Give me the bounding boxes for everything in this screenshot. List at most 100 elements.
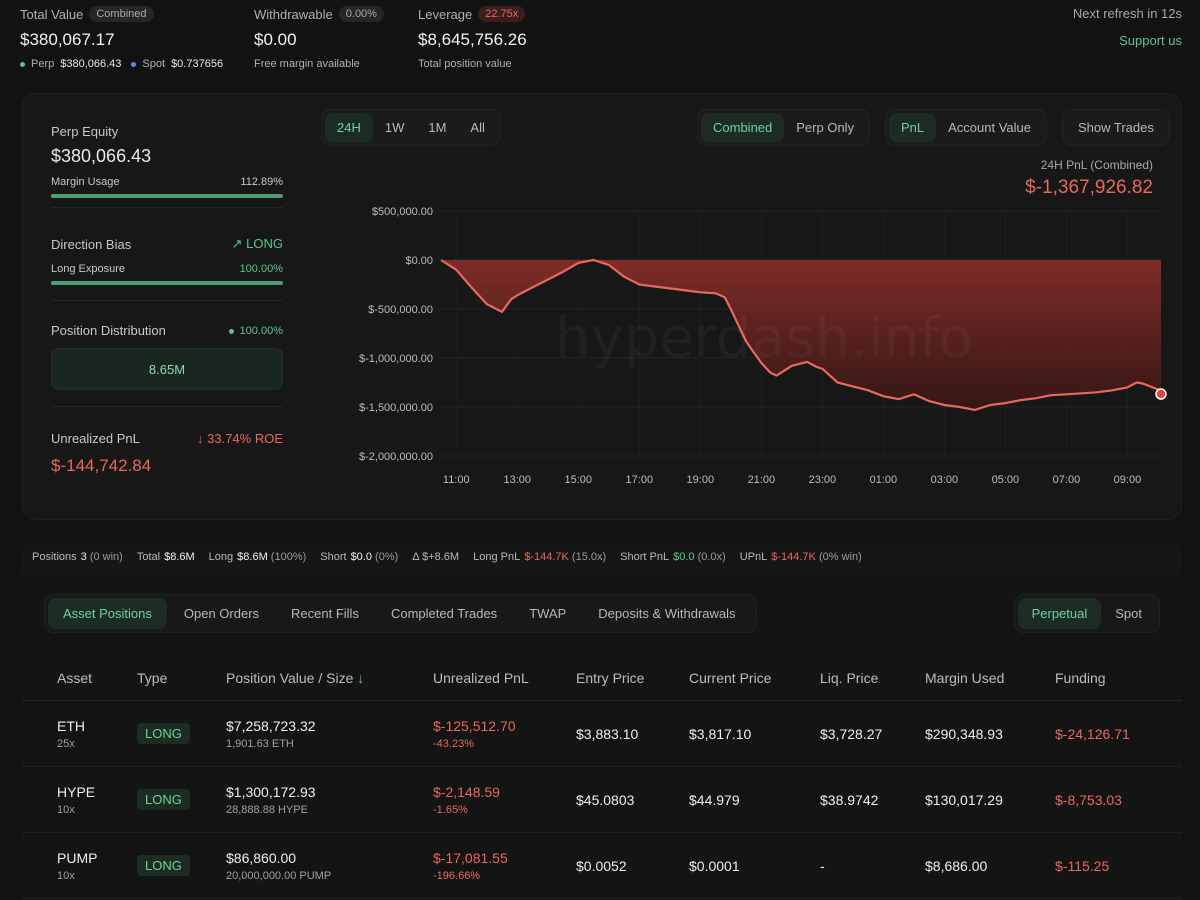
col-position-value[interactable]: Position Value / Size ↓	[226, 656, 433, 701]
long-pnl-note: (15.0x)	[571, 551, 607, 563]
position-type-badge: LONG	[137, 723, 190, 744]
upnl-roe: 33.74% ROE	[207, 431, 283, 446]
asset-leverage: 25x	[57, 737, 75, 750]
positions-note: (0 win)	[89, 551, 123, 563]
range-1m[interactable]: 1M	[428, 120, 447, 135]
position-value: $86,860.00	[226, 849, 297, 866]
metric-account-value[interactable]: Account Value	[948, 120, 1032, 135]
distribution-dot-icon	[228, 328, 234, 334]
short-pnl-note: (0.0x)	[697, 551, 726, 563]
upnl-strip-label: UPnL	[739, 551, 768, 563]
tab-spot[interactable]: Spot	[1115, 606, 1142, 621]
y-tick-label: $500,000.00	[372, 206, 433, 218]
x-tick-label: 19:00	[687, 474, 715, 486]
table-row[interactable]: PUMP 10x LONG $86,860.00 20,000,000.00 PUM…	[22, 832, 1182, 899]
asset-leverage: 10x	[57, 803, 75, 816]
distribution-value: 100.00%	[239, 324, 283, 337]
pnl-area-chart[interactable]: $500,000.00 $0.00 $-500,000.00 $-1,000,000.…	[323, 194, 1173, 499]
table-row[interactable]: HYPE 10x LONG $1,300,172.93 28,888.88 HYPE…	[22, 766, 1182, 833]
tab-deposits-withdrawals[interactable]: Deposits & Withdrawals	[598, 606, 736, 621]
col-liq-price[interactable]: Liq. Price	[820, 656, 925, 701]
col-entry-price[interactable]: Entry Price	[576, 656, 689, 701]
position-size: 1,901.63 ETH	[226, 737, 294, 750]
show-trades-button[interactable]: Show Trades	[1078, 120, 1154, 135]
margin-used: $130,017.29	[925, 766, 1055, 833]
long-value: $8.6M	[237, 551, 268, 563]
entry-price: $3,883.10	[576, 700, 689, 767]
x-tick-label: 21:00	[748, 474, 776, 486]
asset-name: HYPE	[57, 783, 96, 800]
range-all[interactable]: All	[470, 120, 485, 135]
liq-price: -	[820, 832, 925, 899]
col-unrealized-pnl[interactable]: Unrealized PnL	[433, 656, 576, 701]
total-label: Total	[136, 551, 161, 563]
support-link[interactable]: Support us	[1119, 33, 1182, 48]
range-24h[interactable]: 24H	[325, 113, 373, 142]
tab-asset-positions[interactable]: Asset Positions	[48, 598, 167, 629]
tab-open-orders[interactable]: Open Orders	[183, 606, 260, 621]
tab-perpetual[interactable]: Perpetual	[1017, 598, 1102, 629]
summary-header: Total Value Combined $380,067.17 Perp $38…	[0, 0, 1200, 80]
x-tick-label: 23:00	[809, 474, 837, 486]
funding: $-8,753.03	[1055, 766, 1182, 833]
table-row[interactable]: ETH 25x LONG $7,258,723.32 1,901.63 ETH $-…	[22, 700, 1182, 767]
entry-price: $45.0803	[576, 766, 689, 833]
col-asset[interactable]: Asset	[22, 656, 137, 701]
distribution-label: Position Distribution	[51, 323, 166, 338]
col-current-price[interactable]: Current Price	[689, 656, 820, 701]
unrealized-pnl: $-125,512.70	[433, 717, 516, 734]
perp-value: $380,066.43	[60, 58, 122, 70]
metric-selector: PnL Account Value	[885, 109, 1048, 146]
long-exposure-bar	[51, 281, 283, 285]
position-value: $7,258,723.32	[226, 717, 316, 734]
mode-selector: Combined Perp Only	[697, 109, 871, 146]
tab-recent-fills[interactable]: Recent Fills	[291, 606, 359, 621]
x-tick-label: 13:00	[504, 474, 532, 486]
long-exposure-fill	[51, 281, 283, 285]
sort-down-icon: ↓	[357, 670, 365, 686]
mode-combined[interactable]: Combined	[701, 113, 785, 142]
market-type-tabs: Perpetual Spot	[1013, 594, 1160, 633]
positions-panel: Asset Positions Open Orders Recent Fills…	[22, 571, 1182, 900]
unrealized-pnl: $-2,148.59	[433, 783, 500, 800]
x-tick-label: 11:00	[443, 474, 470, 486]
short-note: (0%)	[375, 551, 399, 563]
show-trades-toggle: Show Trades	[1062, 109, 1170, 146]
margin-usage-label: Margin Usage	[51, 176, 120, 188]
leverage-badge: 22.75x	[478, 6, 526, 22]
distribution-bar-eth[interactable]: 8.65M	[51, 348, 283, 390]
direction-value: LONG	[246, 236, 283, 251]
col-margin-used[interactable]: Margin Used	[925, 656, 1055, 701]
tab-twap[interactable]: TWAP	[529, 606, 567, 621]
unrealized-pnl-pct: -196.66%	[433, 869, 481, 882]
arrow-down-icon: ↓	[197, 431, 204, 446]
col-type[interactable]: Type	[137, 656, 226, 701]
tab-completed-trades[interactable]: Completed Trades	[390, 606, 498, 621]
perp-label: Perp	[31, 58, 55, 70]
delta-value: $+8.6M	[422, 551, 460, 563]
funding: $-115.25	[1055, 832, 1182, 899]
pnl-latest-point	[1155, 388, 1167, 400]
liq-price: $3,728.27	[820, 700, 925, 767]
combined-badge[interactable]: Combined	[89, 6, 154, 22]
position-value: $1,300,172.93	[226, 783, 316, 800]
x-tick-label: 07:00	[1053, 474, 1081, 486]
chart-header: 24H PnL (Combined) $-1,367,926.82	[1025, 158, 1153, 199]
refresh-area: Next refresh in 12s Support us	[1073, 6, 1182, 48]
y-tick-label: $-500,000.00	[368, 304, 433, 316]
long-exposure-value: 100.00%	[239, 263, 283, 275]
long-pnl-value: $-144.7K	[524, 551, 569, 563]
withdrawable-metric: Withdrawable 0.00% $0.00 Free margin avai…	[254, 6, 384, 70]
long-note: (100%)	[270, 551, 307, 563]
margin-used: $8,686.00	[925, 832, 1055, 899]
x-tick-label: 05:00	[992, 474, 1020, 486]
position-size: 28,888.88 HYPE	[226, 803, 308, 816]
col-funding[interactable]: Funding	[1055, 656, 1182, 701]
mode-perp-only[interactable]: Perp Only	[796, 120, 855, 135]
metric-pnl[interactable]: PnL	[889, 113, 937, 142]
range-1w[interactable]: 1W	[384, 120, 405, 135]
asset-name: ETH	[57, 717, 85, 734]
upnl-label: Unrealized PnL	[51, 431, 140, 446]
y-tick-label: $0.00	[405, 255, 433, 267]
asset-name: PUMP	[57, 849, 98, 866]
